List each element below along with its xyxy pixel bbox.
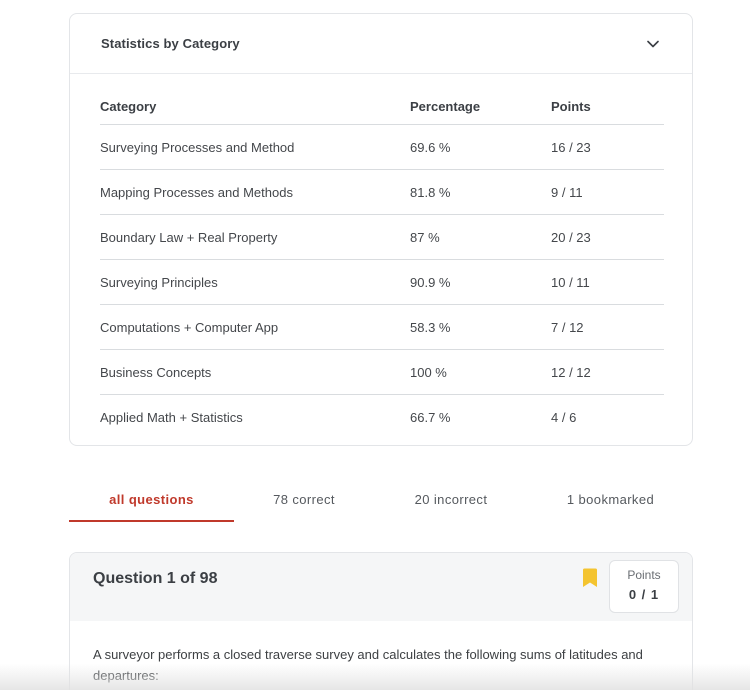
statistics-table: Category Percentage Points Surveying Pro… [100, 88, 664, 439]
category-cell: Boundary Law + Real Property [100, 214, 410, 260]
statistics-title: Statistics by Category [101, 36, 240, 51]
category-cell: Surveying Principles [100, 259, 410, 305]
bookmark-icon[interactable] [582, 568, 598, 588]
table-row: Mapping Processes and Methods 81.8 % 9 /… [100, 169, 664, 215]
statistics-card: Statistics by Category Category Percenta… [69, 13, 693, 446]
category-cell: Applied Math + Statistics [100, 409, 243, 425]
percentage-cell: 58.3 % [410, 304, 551, 350]
table-row: Surveying Processes and Method 69.6 % 16… [100, 124, 664, 170]
tab-incorrect[interactable]: 20 incorrect [414, 492, 488, 507]
points-label: Points [627, 568, 661, 582]
question-title: Question 1 of 98 [93, 570, 218, 587]
statistics-header[interactable]: Statistics by Category [70, 14, 692, 74]
table-row: Computations + Computer App 58.3 % 7 / 1… [100, 304, 664, 350]
question-filter-tabs: all questions 78 correct 20 incorrect 1 … [69, 480, 693, 522]
tab-correct[interactable]: 78 correct [273, 492, 335, 507]
table-row: Boundary Law + Real Property 87 % 20 / 2… [100, 214, 664, 260]
question-header: Question 1 of 98 Points 0 / 1 [70, 553, 692, 621]
points-cell: 16 / 23 [551, 124, 664, 170]
percentage-cell: 69.6 % [410, 124, 551, 170]
percentage-cell: 90.9 % [410, 259, 551, 305]
column-header-points: Points [551, 88, 664, 125]
points-cell: 10 / 11 [551, 259, 664, 305]
table-row: Surveying Principles 90.9 % 10 / 11 [100, 259, 664, 305]
table-row: Applied Math + Statistics 66.7 % 4 / 6 [100, 395, 664, 440]
tab-bookmarked[interactable]: 1 bookmarked [566, 492, 655, 507]
column-header-category: Category [100, 88, 410, 125]
category-cell: Business Concepts [100, 349, 410, 395]
points-cell: 4 / 6 [551, 409, 577, 425]
category-cell: Mapping Processes and Methods [100, 169, 410, 215]
category-cell: Surveying Processes and Method [100, 124, 410, 170]
question-card: Question 1 of 98 Points 0 / 1 A surveyor… [69, 552, 693, 690]
tab-all-questions[interactable]: all questions [69, 480, 234, 522]
question-text: A surveyor performs a closed traverse su… [93, 647, 643, 683]
percentage-cell: 66.7 % [410, 409, 451, 425]
column-header-percentage: Percentage [410, 88, 551, 125]
points-value: 0 / 1 [628, 587, 660, 602]
percentage-cell: 87 % [410, 214, 551, 260]
table-header-row: Category Percentage Points [100, 88, 664, 125]
category-cell: Computations + Computer App [100, 304, 410, 350]
points-cell: 20 / 23 [551, 214, 664, 260]
points-cell: 7 / 12 [551, 304, 664, 350]
percentage-cell: 100 % [410, 349, 551, 395]
points-box: Points 0 / 1 [609, 560, 679, 613]
table-row: Business Concepts 100 % 12 / 12 [100, 349, 664, 395]
points-cell: 12 / 12 [551, 349, 664, 395]
percentage-cell: 81.8 % [410, 169, 551, 215]
points-cell: 9 / 11 [551, 169, 664, 215]
chevron-down-icon[interactable] [645, 36, 661, 52]
